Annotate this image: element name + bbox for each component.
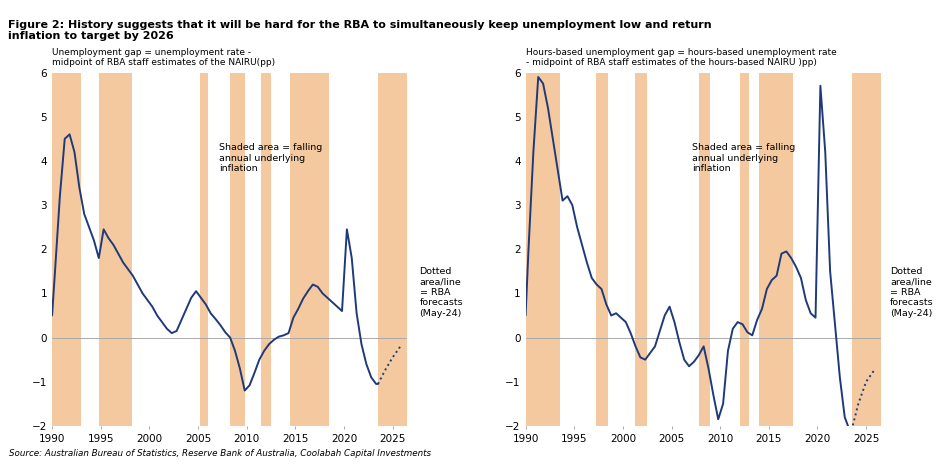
Bar: [98, 73, 132, 426]
Bar: [596, 73, 608, 426]
Bar: [200, 73, 207, 426]
Bar: [759, 73, 794, 426]
Bar: [52, 73, 81, 426]
Bar: [740, 73, 749, 426]
Bar: [526, 73, 560, 426]
Text: Source: Australian Bureau of Statistics, Reserve Bank of Australia, Coolabah Cap: Source: Australian Bureau of Statistics,…: [9, 449, 432, 458]
Bar: [378, 73, 407, 426]
Bar: [851, 73, 881, 426]
Bar: [291, 73, 330, 426]
Bar: [699, 73, 710, 426]
Text: Dotted
area/line
= RBA
forecasts
(May-24): Dotted area/line = RBA forecasts (May-24…: [420, 267, 463, 318]
Text: Shaded area = falling
annual underlying
inflation: Shaded area = falling annual underlying …: [219, 143, 322, 173]
Bar: [230, 73, 244, 426]
Bar: [261, 73, 271, 426]
Text: Unemployment gap = unemployment rate -
midpoint of RBA staff estimates of the NA: Unemployment gap = unemployment rate - m…: [52, 48, 276, 67]
Text: Dotted
area/line
= RBA
forecasts
(May-24): Dotted area/line = RBA forecasts (May-24…: [890, 267, 934, 318]
Text: Hours-based unemployment gap = hours-based unemployment rate
- midpoint of RBA s: Hours-based unemployment gap = hours-bas…: [526, 48, 836, 67]
Bar: [634, 73, 647, 426]
Text: Figure 2: History suggests that it will be hard for the RBA to simultaneously ke: Figure 2: History suggests that it will …: [8, 20, 711, 41]
Text: Shaded area = falling
annual underlying
inflation: Shaded area = falling annual underlying …: [692, 143, 795, 173]
